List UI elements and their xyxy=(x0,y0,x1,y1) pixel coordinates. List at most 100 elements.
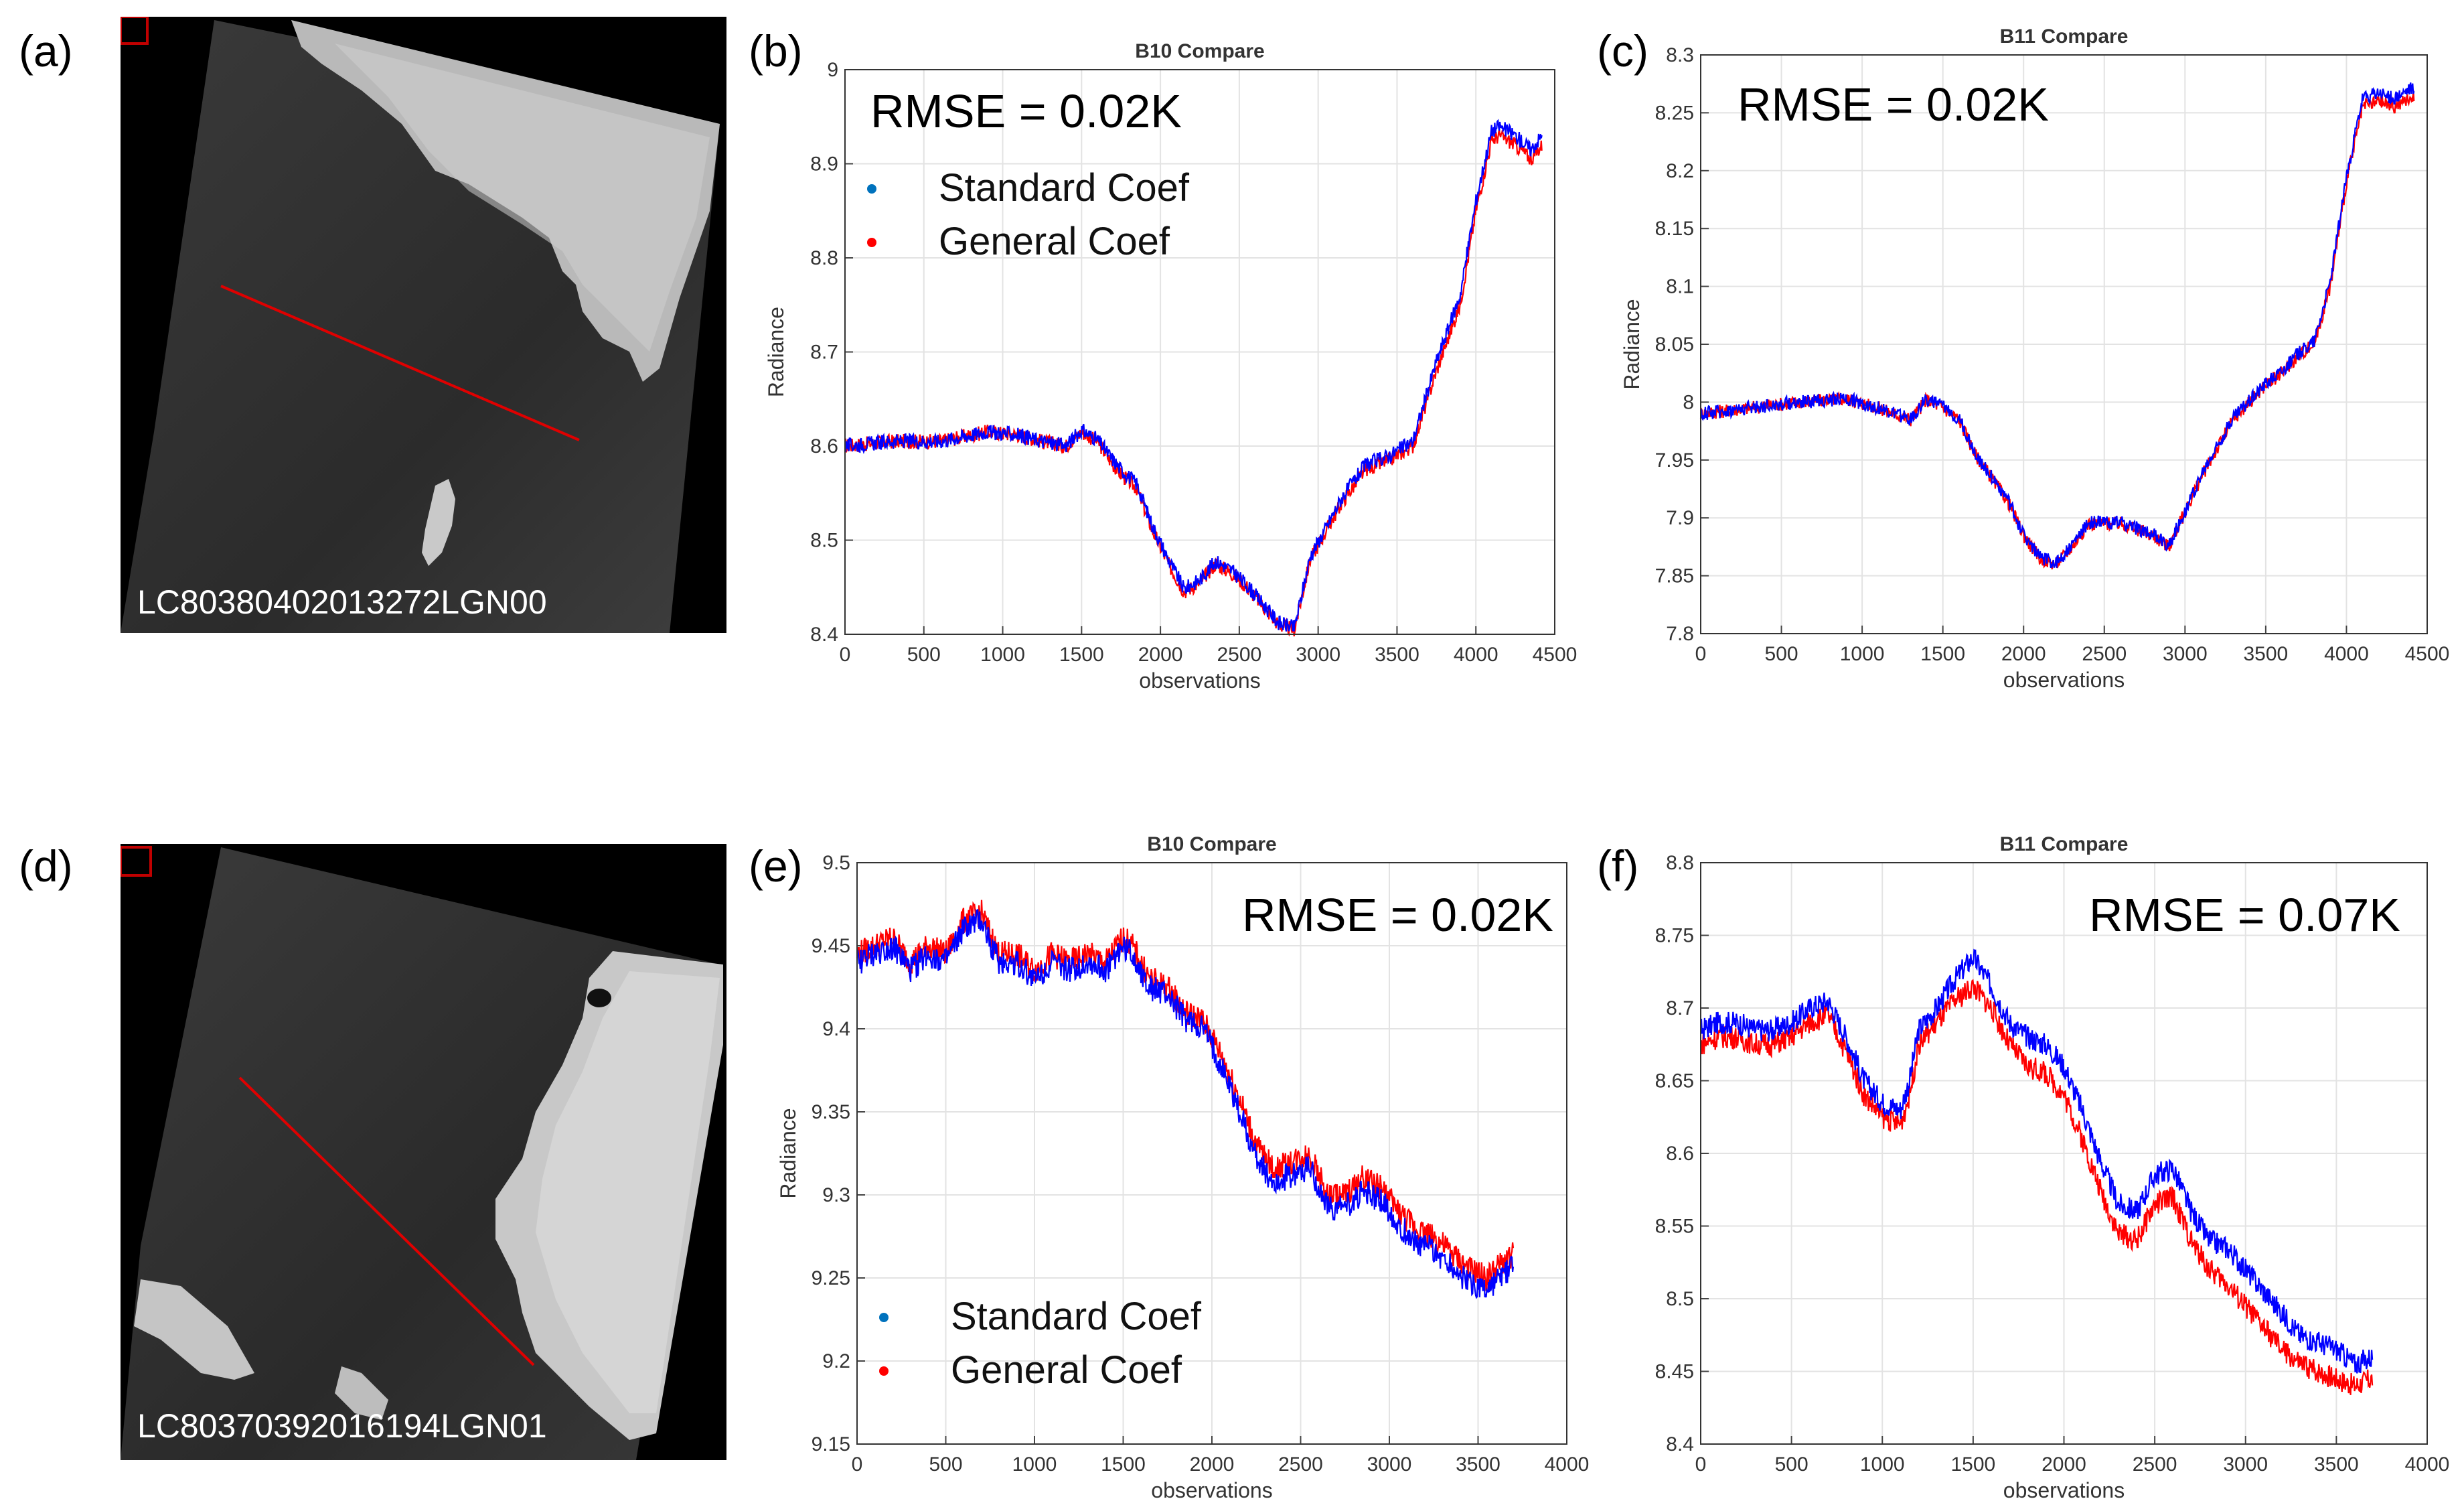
x-tick-label: 1000 xyxy=(980,644,1025,666)
x-tick-label: 3500 xyxy=(2244,643,2289,665)
y-tick-label: 9.15 xyxy=(812,1433,850,1455)
y-tick-label: 7.95 xyxy=(1655,449,1694,472)
x-tick-label: 3000 xyxy=(1296,644,1340,666)
y-tick-label: 8.4 xyxy=(810,624,838,646)
series-line-standard-coef xyxy=(856,908,1515,1299)
y-tick-label: 8.75 xyxy=(1655,925,1694,947)
scene-id-d: LC80370392016194LGN01 xyxy=(137,1407,547,1445)
y-tick-label: 8.15 xyxy=(1655,218,1694,240)
x-tick-label: 2500 xyxy=(1278,1453,1323,1476)
y-tick-label: 9.3 xyxy=(822,1184,850,1206)
x-tick-label: 0 xyxy=(1695,643,1707,665)
dark-spot-d xyxy=(587,989,611,1007)
inset-marker-a xyxy=(121,17,149,45)
x-tick-label: 3500 xyxy=(1456,1453,1500,1476)
x-tick-label: 3500 xyxy=(2314,1453,2359,1476)
x-tick-label: 4000 xyxy=(1454,644,1498,666)
x-tick-label: 2000 xyxy=(2042,1453,2086,1476)
legend-marker-standard xyxy=(879,1313,889,1322)
x-tick-label: 2500 xyxy=(1217,644,1262,666)
series-line-standard-coef xyxy=(1700,948,2374,1374)
x-tick-label: 1000 xyxy=(1840,643,1885,665)
axes-box xyxy=(844,69,1555,635)
legend-label-general: General Coef xyxy=(951,1348,1182,1392)
panel-label-a: (a) xyxy=(19,26,73,76)
panel-label-b: (b) xyxy=(749,26,803,76)
y-axis-label: Radiance xyxy=(764,307,788,397)
panel-label-d: (d) xyxy=(19,841,73,891)
y-axis-label: Radiance xyxy=(776,1108,800,1198)
x-tick-label: 4500 xyxy=(2405,643,2450,665)
satellite-image-a: LC80380402013272LGN00 xyxy=(121,17,726,633)
y-tick-label: 8.45 xyxy=(1655,1361,1694,1383)
y-tick-label: 8.9 xyxy=(810,153,838,175)
y-tick-label: 8.65 xyxy=(1655,1070,1694,1092)
island-a xyxy=(422,479,455,566)
inset-marker-d xyxy=(121,846,152,877)
land-texture-a xyxy=(335,44,710,352)
series-line-standard-coef xyxy=(844,119,1543,632)
x-tick-label: 1000 xyxy=(1012,1453,1057,1476)
rmse-annotation: RMSE = 0.07K xyxy=(2089,889,2400,941)
y-tick-label: 8 xyxy=(1683,391,1694,413)
rmse-annotation: RMSE = 0.02K xyxy=(1242,889,1553,941)
x-tick-label: 0 xyxy=(840,644,851,666)
x-tick-label: 3000 xyxy=(2223,1453,2268,1476)
y-tick-label: 8.4 xyxy=(1666,1433,1694,1455)
x-tick-label: 1500 xyxy=(1920,643,1965,665)
y-tick-label: 7.8 xyxy=(1666,623,1694,645)
legend-marker-standard xyxy=(867,184,876,194)
y-tick-label: 8.5 xyxy=(810,530,838,552)
axes-box xyxy=(1700,862,2428,1445)
y-tick-label: 9.35 xyxy=(812,1101,850,1123)
y-tick-label: 9.5 xyxy=(822,852,850,874)
rmse-annotation: RMSE = 0.02K xyxy=(1738,78,2049,131)
panel-label-f: (f) xyxy=(1597,841,1639,891)
profile-line-a xyxy=(220,285,580,441)
x-tick-label: 500 xyxy=(907,644,941,666)
y-tick-label: 9.25 xyxy=(812,1267,850,1289)
y-tick-label: 8.05 xyxy=(1655,334,1694,356)
satellite-image-d: LC80370392016194LGN01 xyxy=(121,844,726,1460)
x-tick-label: 1000 xyxy=(1860,1453,1905,1476)
y-tick-label: 8.25 xyxy=(1655,102,1694,124)
chart-b: 0 500 1000 1500 2000 2500 3000 3500 4000 4500 8.4 8… xyxy=(764,27,1587,723)
x-tick-label: 4000 xyxy=(2405,1453,2450,1476)
x-tick-label: 2000 xyxy=(1138,644,1183,666)
x-tick-label: 500 xyxy=(1775,1453,1808,1476)
y-tick-label: 9 xyxy=(827,59,838,81)
land-southeast-d xyxy=(335,1366,388,1420)
x-tick-label: 0 xyxy=(1695,1453,1707,1476)
x-axis-label: observations xyxy=(1139,668,1260,693)
chart-title: B10 Compare xyxy=(1147,833,1276,855)
x-tick-label: 2000 xyxy=(2001,643,2046,665)
x-tick-label: 500 xyxy=(929,1453,962,1476)
x-tick-label: 1500 xyxy=(1951,1453,1996,1476)
x-tick-label: 1500 xyxy=(1059,644,1104,666)
series-line-standard-coef xyxy=(1699,82,2415,569)
scene-id-a: LC80380402013272LGN00 xyxy=(137,583,547,621)
x-tick-label: 4000 xyxy=(1545,1453,1590,1476)
x-tick-label: 2500 xyxy=(2082,643,2127,665)
legend-label-general: General Coef xyxy=(939,220,1170,263)
panel-label-c: (c) xyxy=(1597,26,1648,76)
y-tick-label: 8.2 xyxy=(1666,160,1694,182)
chart-title: B11 Compare xyxy=(2000,25,2129,48)
x-tick-label: 3000 xyxy=(1367,1453,1412,1476)
x-tick-label: 3500 xyxy=(1375,644,1419,666)
chart-e: 0 500 1000 1500 2000 2500 3000 3500 4000 9.15 9.2 9… xyxy=(770,833,1590,1502)
y-tick-label: 8.8 xyxy=(1666,852,1694,874)
x-tick-label: 500 xyxy=(1765,643,1798,665)
x-tick-label: 4000 xyxy=(2324,643,2369,665)
y-tick-label: 8.6 xyxy=(1666,1143,1694,1165)
y-tick-label: 8.7 xyxy=(1666,997,1694,1019)
x-axis-label: observations xyxy=(2003,1478,2125,1502)
axes-box xyxy=(1700,54,2428,634)
chart-f: 0 500 1000 1500 2000 2500 3000 3500 4000 8.4 8.45 8… xyxy=(1614,833,2457,1502)
legend-marker-general xyxy=(879,1366,889,1376)
series-line-general-coef xyxy=(1699,979,2374,1395)
legend-marker-general xyxy=(867,238,876,247)
y-axis-label: Radiance xyxy=(1620,299,1644,389)
legend-label-standard: Standard Coef xyxy=(939,166,1190,210)
y-tick-label: 8.55 xyxy=(1655,1216,1694,1238)
